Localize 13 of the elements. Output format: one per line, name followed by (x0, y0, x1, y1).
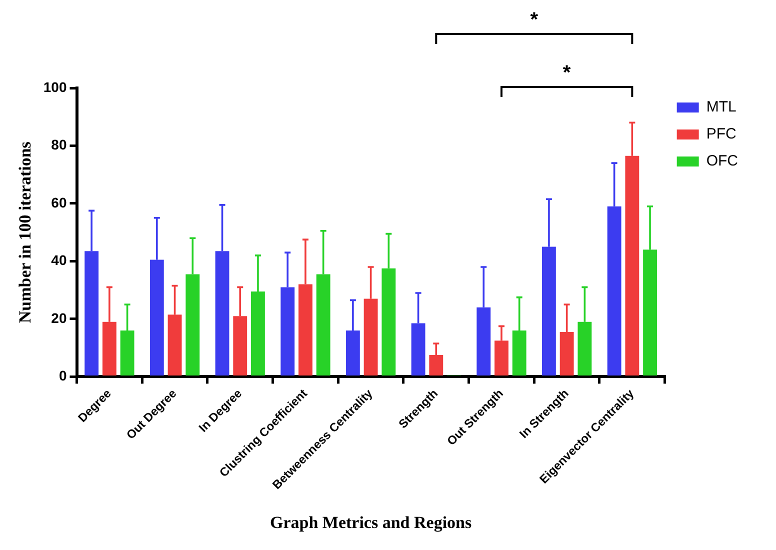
legend-label: OFC (706, 152, 738, 170)
legend-label: MTL (706, 98, 736, 116)
y-tick-label: 60 (51, 194, 67, 210)
y-tick-label: 100 (43, 78, 67, 95)
legend-label: PFC (706, 126, 737, 143)
text: * (530, 9, 538, 31)
y-tick-label: 80 (51, 136, 67, 153)
y-tick-label: 20 (51, 310, 67, 326)
text: * (562, 62, 571, 84)
x-axis-title: Graph Metrics and Regions (270, 513, 472, 532)
y-axis-title: Number in 100 iterations (16, 141, 35, 324)
y-tick-label: 40 (51, 252, 67, 268)
y-tick-label: 0 (58, 368, 67, 384)
